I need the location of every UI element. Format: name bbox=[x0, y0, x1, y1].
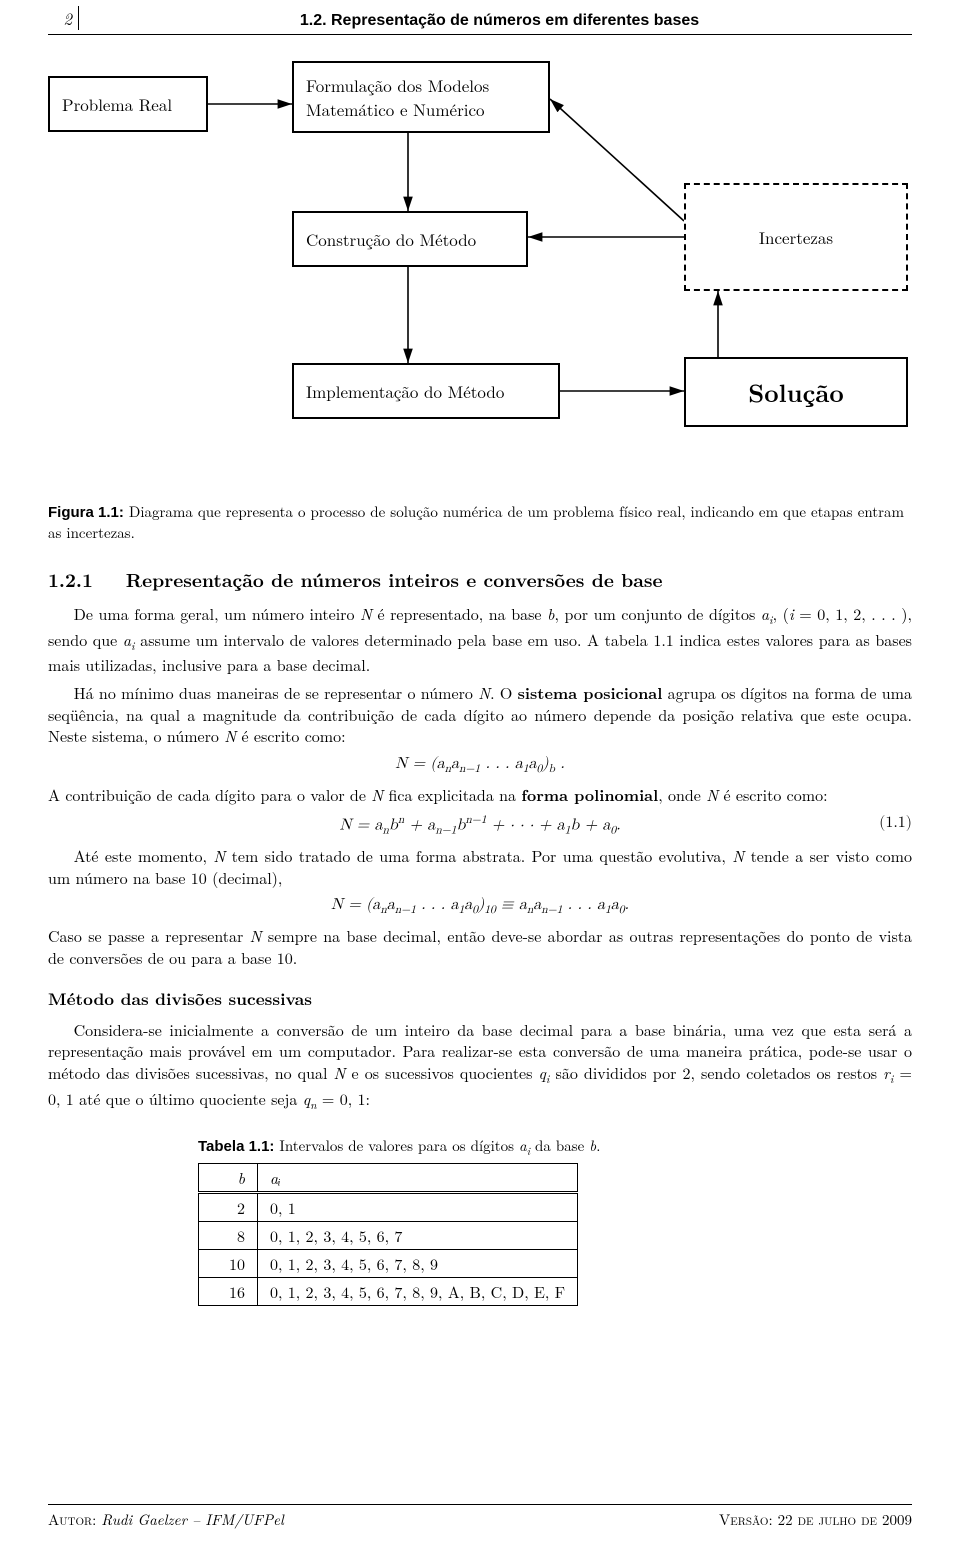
paragraph-4: Até este momento, N tem sido tratado de … bbox=[48, 845, 912, 888]
footer-author: Autor: Rudi Gaelzer – IFM/UFPel bbox=[48, 1509, 284, 1530]
node-formulacao: Formulação dos Modelos Matemático e Numé… bbox=[292, 61, 550, 133]
section-heading: 1.2.1 Representação de números inteiros … bbox=[48, 565, 912, 593]
text: . O bbox=[490, 681, 518, 704]
node-label: Solução bbox=[748, 375, 843, 410]
col-header-b: b bbox=[199, 1164, 258, 1193]
value: 22 de julho de 2009 bbox=[778, 1509, 912, 1530]
cell: 16 bbox=[199, 1278, 258, 1306]
label: Versão: bbox=[719, 1509, 773, 1530]
text: tem sido tratado de uma forma abstrata. … bbox=[225, 844, 732, 867]
value: Rudi Gaelzer – IFM/UFPel bbox=[101, 1509, 284, 1530]
node-label: Implementação do Método bbox=[306, 379, 504, 403]
text: até que o último quociente seja bbox=[74, 1087, 303, 1110]
text: é escrito como: bbox=[718, 783, 827, 806]
cell: 0, 1, 2, 3, 4, 5, 6, 7, 8, 9 bbox=[258, 1250, 578, 1278]
table-label: Tabela 1.1: bbox=[198, 1138, 274, 1155]
section-number: 1.2.1 bbox=[48, 565, 93, 593]
text: é representado, na base bbox=[372, 602, 547, 625]
section-title: Representação de números inteiros e conv… bbox=[126, 565, 663, 593]
figure-caption-text: Diagrama que representa o processo de so… bbox=[48, 501, 904, 543]
text: Caso se passe a representar bbox=[48, 924, 250, 947]
method-heading: Método das divisões sucessivas bbox=[48, 987, 912, 1011]
footer-version: Versão: 22 de julho de 2009 bbox=[719, 1509, 912, 1530]
paragraph-2: Há no mínimo duas maneiras de se represe… bbox=[48, 682, 912, 747]
node-label: Incertezas bbox=[759, 225, 833, 249]
text: assume um intervalo de valores determina… bbox=[48, 628, 912, 677]
page-footer: Autor: Rudi Gaelzer – IFM/UFPel Versão: … bbox=[48, 1504, 912, 1530]
equation-polynomial: N = anbn + an−1bn−1 + · · · + a1b + a0. … bbox=[48, 814, 912, 838]
node-label: Construção do Método bbox=[306, 227, 476, 251]
node-incertezas: Incertezas bbox=[684, 183, 908, 291]
paragraph-6: Considera-se inicialmente a conversão de… bbox=[48, 1019, 912, 1114]
node-problema-real: Problema Real bbox=[48, 76, 208, 132]
equation-number: (1.1) bbox=[879, 814, 912, 833]
col-header-ai: aᵢ bbox=[258, 1164, 578, 1193]
text: Até este momento, bbox=[74, 844, 214, 867]
cell: 0, 1 bbox=[258, 1193, 578, 1222]
text: e os sucessivos quocientes bbox=[345, 1061, 538, 1084]
label: Autor: bbox=[48, 1509, 96, 1530]
table-caption-text: Intervalos de valores para os dígitos bbox=[279, 1135, 519, 1156]
paragraph-1: De uma forma geral, um número inteiro N … bbox=[48, 603, 912, 676]
cell: 0, 1, 2, 3, 4, 5, 6, 7, 8, 9, A, B, C, D… bbox=[258, 1278, 578, 1306]
figure-caption: Figura 1.1: Diagrama que representa o pr… bbox=[48, 501, 912, 543]
flowchart: Problema Real Formulação dos Modelos Mat… bbox=[48, 61, 912, 491]
node-label: Matemático e Numérico bbox=[306, 97, 485, 121]
paragraph-3: A contribuição de cada dígito para o val… bbox=[48, 784, 912, 806]
node-solucao: Solução bbox=[684, 357, 908, 427]
text: fica explicitada na bbox=[383, 783, 521, 806]
bold-term: forma polinomial bbox=[521, 783, 658, 806]
text: , onde bbox=[658, 783, 706, 806]
node-label: Formulação dos Modelos bbox=[306, 73, 489, 97]
cell: 0, 1, 2, 3, 4, 5, 6, 7 bbox=[258, 1222, 578, 1250]
figure-label: Figura 1.1: bbox=[48, 504, 124, 521]
text: Há no mínimo duas maneiras de se represe… bbox=[74, 681, 479, 704]
text: A contribuição de cada dígito para o val… bbox=[48, 783, 371, 806]
cell: 10 bbox=[199, 1250, 258, 1278]
cell: 2 bbox=[199, 1193, 258, 1222]
text: é escrito como: bbox=[236, 724, 345, 747]
page-number: 2 bbox=[48, 6, 79, 30]
text: De uma forma geral, um número inteiro bbox=[74, 602, 360, 625]
page-header: 2 1.2. Representação de números em difer… bbox=[48, 0, 912, 35]
table-caption: Tabela 1.1: Intervalos de valores para o… bbox=[48, 1135, 912, 1159]
node-label: Problema Real bbox=[62, 92, 172, 116]
node-construcao: Construção do Método bbox=[292, 211, 528, 267]
paragraph-5: Caso se passe a representar N sempre na … bbox=[48, 925, 912, 968]
bold-term: sistema posicional bbox=[518, 681, 663, 704]
page: 2 1.2. Representação de números em difer… bbox=[0, 0, 960, 1550]
cell: 8 bbox=[199, 1222, 258, 1250]
equation-decimal: N = (anan−1 . . . a1a0)10 ≡ anan−1 . . .… bbox=[48, 896, 912, 917]
section-running-title: 1.2. Representação de números em diferen… bbox=[87, 12, 912, 30]
table-bases: baᵢ 20, 1 80, 1, 2, 3, 4, 5, 6, 7 100, 1… bbox=[198, 1163, 578, 1306]
text: são divididos por 2, sendo coletados os … bbox=[549, 1061, 883, 1084]
equation-positional: N = (anan−1 . . . a1a0)b . bbox=[48, 755, 912, 776]
node-implementacao: Implementação do Método bbox=[292, 363, 560, 419]
text: , por um conjunto de dígitos bbox=[554, 602, 760, 625]
